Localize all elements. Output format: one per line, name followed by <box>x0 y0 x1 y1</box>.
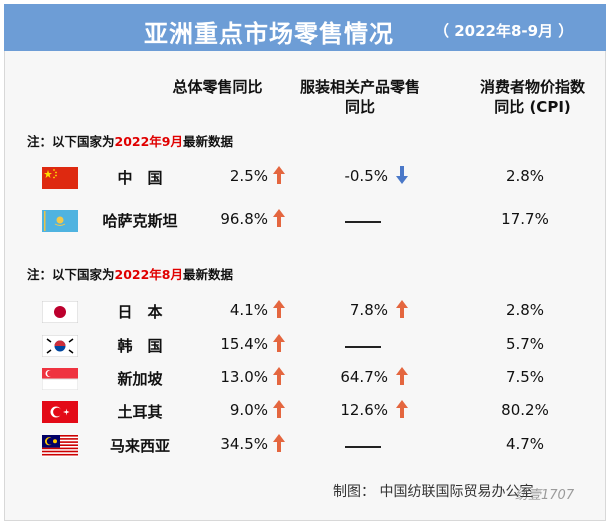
cpi-value: 2.8% <box>505 167 545 185</box>
arrow-up-icon <box>273 400 285 422</box>
arrow-up-icon <box>396 400 408 422</box>
arrow-up-icon <box>273 300 285 322</box>
no-data-dash <box>345 346 381 348</box>
turkey-flag <box>42 401 78 423</box>
cpi-value: 7.5% <box>505 368 545 386</box>
arrow-up-icon <box>273 334 285 356</box>
country-name: 新加坡 <box>117 370 163 388</box>
cpi-value: 5.7% <box>505 335 545 353</box>
table-row: 马来西亚 34.5%——4.7% <box>0 430 609 460</box>
country-name: 土耳其 <box>117 403 163 421</box>
arrow-up-icon <box>273 367 285 389</box>
country-name: 中 国 <box>117 169 163 187</box>
arrow-up-icon <box>396 300 408 322</box>
arrow-up-icon <box>273 434 285 456</box>
period-label: （ 2022年8-9月 ） <box>434 22 574 40</box>
apparel-retail-value: 7.8% <box>349 301 388 319</box>
page-title: 亚洲重点市场零售情况 <box>144 20 394 48</box>
total-retail-value: 34.5% <box>220 435 268 453</box>
col-header-cpi: 消费者物价指数 同比 (CPI) <box>479 78 585 116</box>
infographic-card <box>4 4 606 521</box>
arrow-down-icon <box>396 166 408 188</box>
col-header-apparel: 服装相关产品零售 同比 <box>299 78 420 116</box>
apparel-retail-value: 12.6% <box>340 401 388 419</box>
title-banner: 亚洲重点市场零售情况 （ 2022年8-9月 ） <box>4 4 606 51</box>
malaysia-flag <box>42 435 78 457</box>
total-retail-value: 4.1% <box>229 301 268 319</box>
table-row: 土耳其 9.0% 12.6% 80.2% <box>0 396 609 426</box>
apparel-retail-value: -0.5% <box>344 167 388 185</box>
japan-flag <box>41 300 79 324</box>
korea-flag <box>41 334 79 358</box>
apparel-retail-value: 64.7% <box>340 368 388 386</box>
total-retail-value: 15.4% <box>220 335 268 353</box>
watermark: 纺壹1707 <box>515 488 575 503</box>
note-september: 注：以下国家为2022年9月最新数据 <box>27 134 234 149</box>
table-row: 韩 国 15.4%——5.7% <box>0 330 609 360</box>
note-august: 注：以下国家为2022年8月最新数据 <box>27 267 234 282</box>
no-data-dash <box>345 221 381 223</box>
china-flag <box>42 167 78 189</box>
credit-text: 制图： 中国纺联国际贸易办公室 <box>333 484 534 500</box>
table-row: 中 国 2.5% -0.5% 2.8% <box>0 162 609 192</box>
cpi-value: 17.7% <box>501 210 549 228</box>
singapore-flag <box>41 368 79 391</box>
total-retail-value: 9.0% <box>229 401 268 419</box>
total-retail-value: 96.8% <box>220 210 268 228</box>
kazakhstan-flag <box>42 210 78 232</box>
cpi-value: 2.8% <box>505 301 545 319</box>
arrow-up-icon <box>396 367 408 389</box>
col-header-total: 总体零售同比 <box>172 78 263 96</box>
country-name: 韩 国 <box>117 337 163 355</box>
total-retail-value: 2.5% <box>229 167 268 185</box>
country-name: 日 本 <box>117 303 163 321</box>
table-row: 日 本 4.1% 7.8% 2.8% <box>0 296 609 326</box>
cpi-value: 4.7% <box>505 435 545 453</box>
total-retail-value: 13.0% <box>220 368 268 386</box>
table-row: 哈萨克斯坦 96.8%——17.7% <box>0 205 609 235</box>
table-row: 新加坡 13.0% 64.7% 7.5% <box>0 363 609 393</box>
cpi-value: 80.2% <box>501 401 549 419</box>
country-name: 马来西亚 <box>109 437 170 455</box>
arrow-up-icon <box>273 166 285 188</box>
arrow-up-icon <box>273 209 285 231</box>
country-name: 哈萨克斯坦 <box>102 212 178 230</box>
no-data-dash <box>345 446 381 448</box>
